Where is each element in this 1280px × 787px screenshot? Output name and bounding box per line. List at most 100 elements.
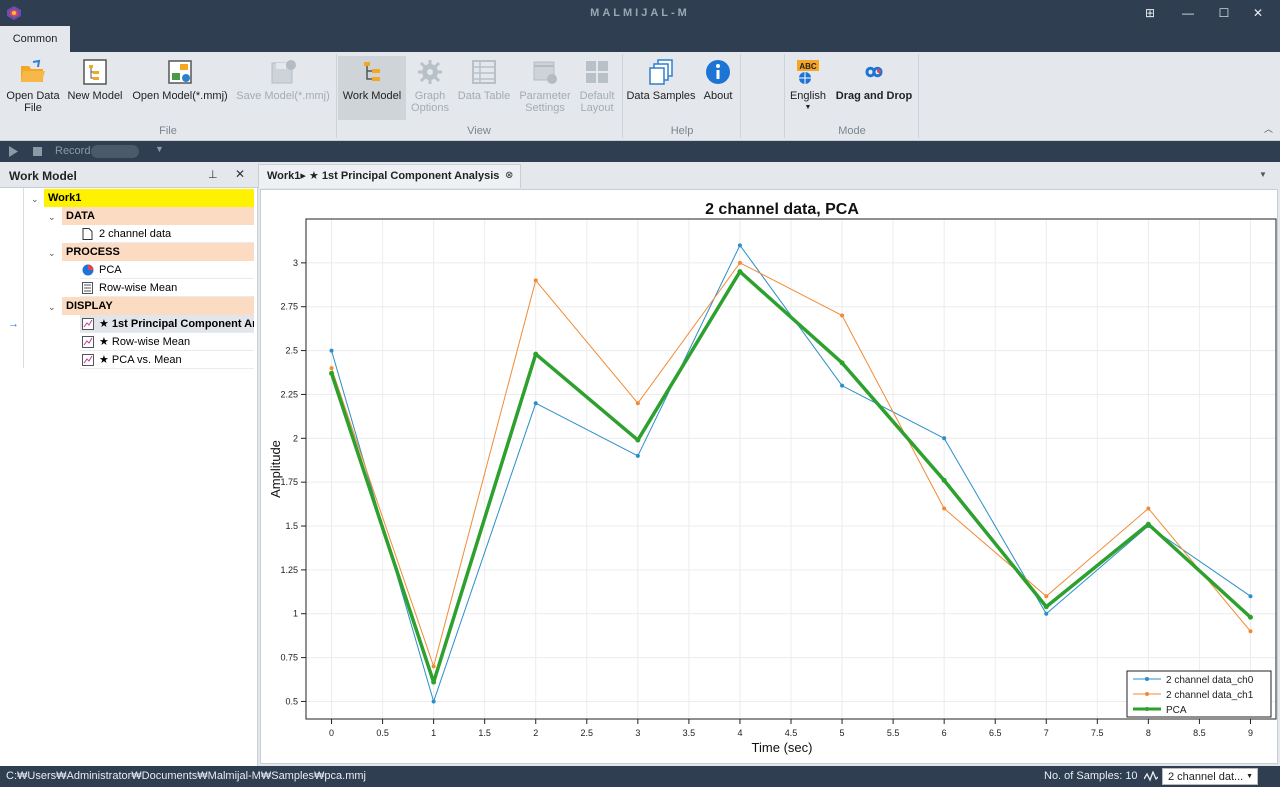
x-tick-label: 5.5 (887, 728, 900, 738)
parameter-settings-label-2: Settings (525, 102, 565, 114)
x-tick-label: 1 (431, 728, 436, 738)
tree-item-2-channel-data[interactable]: 2 channel data (80, 225, 254, 243)
work-model-button[interactable]: Work Model (338, 56, 406, 120)
tree-item-pca-vs-mean[interactable]: ★ PCA vs. Mean (80, 351, 254, 369)
x-tick-label: 5 (840, 728, 845, 738)
channel-select[interactable]: 2 channel dat... ▼ (1162, 768, 1258, 785)
ribbon-group-help: Help (670, 125, 694, 137)
tree-root-work1[interactable]: Work1 (44, 189, 254, 207)
default-layout-label-2: Layout (580, 102, 614, 114)
close-panel-icon[interactable]: ✕ (235, 167, 246, 181)
data-point (941, 477, 947, 483)
document-tab[interactable]: Work1▸ ★ 1st Principal Component Analysi… (258, 164, 521, 188)
tab-common[interactable]: Common (0, 26, 70, 52)
tick-layer: 0 0.5 1 1.5 2 2.5 3 3.5 4 4.5 5 5.5 6 6.5 7 7.5 8 8.5 9 0.5… (280, 258, 1253, 738)
tree-item-label: ★ Row-wise Mean (99, 336, 191, 348)
y-tick-label: 2.25 (280, 389, 298, 399)
tree-item-row-wise-mean[interactable]: Row-wise Mean (80, 279, 254, 297)
graph-options-label-2: Options (411, 102, 449, 114)
tree-item-label: PCA (99, 264, 122, 276)
x-axis-label: Time (sec) (752, 740, 813, 755)
title-bar: MALMIJAL-M ⊞ — ☐ ✕ (0, 0, 1280, 26)
tree-item-1st-principal-component-analysis[interactable]: ★ 1st Principal Component Analysis (80, 315, 254, 333)
parameter-settings-button[interactable]: Parameter Settings (516, 56, 574, 120)
y-tick-label: 0.75 (280, 653, 298, 663)
open-model-button[interactable]: Open Model(*.mmj) (130, 56, 230, 120)
collapse-chevron-icon[interactable]: ⌄ (31, 194, 39, 204)
pin-icon[interactable]: ⊥ (208, 169, 218, 181)
data-point (329, 348, 334, 353)
data-point (635, 453, 640, 458)
data-point (635, 401, 640, 406)
close-button[interactable]: ✕ (1252, 6, 1264, 20)
data-point (839, 360, 845, 366)
open-data-file-label: Open Data (6, 90, 60, 102)
data-point (942, 506, 947, 511)
data-samples-button[interactable]: Data Samples (626, 56, 696, 120)
chevron-down-icon: ▼ (804, 104, 812, 111)
stop-icon[interactable] (33, 147, 42, 156)
collapse-chevron-icon[interactable]: ⌄ (48, 212, 56, 222)
y-axis-label: Amplitude (268, 440, 283, 498)
collapse-ribbon-icon[interactable]: ︿ (1264, 124, 1274, 134)
series-line-2 (329, 269, 1252, 684)
y-tick-label: 2.5 (285, 346, 298, 356)
infinity-icon (865, 66, 883, 78)
close-tab-icon[interactable]: ⊗ (505, 170, 514, 181)
x-tick-label: 0.5 (376, 728, 389, 738)
data-point (1146, 506, 1151, 511)
tree-section-data[interactable]: DATA (62, 207, 254, 225)
data-point (1043, 604, 1049, 610)
data-point (737, 243, 742, 248)
record-toggle[interactable] (91, 145, 139, 158)
data-point (1145, 521, 1151, 527)
tree-section-process[interactable]: PROCESS (62, 243, 254, 261)
tree-item-row-wise-mean-display[interactable]: ★ Row-wise Mean (80, 333, 254, 351)
default-layout-button[interactable]: Default Layout (576, 56, 618, 120)
open-data-file-button[interactable]: Open Data File (4, 56, 62, 120)
y-tick-label: 1.75 (280, 477, 298, 487)
data-point (431, 679, 437, 685)
ribbon-separator (740, 54, 741, 138)
record-label: Record (55, 145, 91, 157)
collapse-chevron-icon[interactable]: ⌄ (48, 248, 56, 258)
tab-list-dropdown-icon[interactable]: ▼ (1259, 170, 1267, 179)
about-button[interactable]: About (700, 56, 736, 120)
data-point (1044, 611, 1049, 616)
x-tick-label: 4.5 (785, 728, 798, 738)
x-tick-label: 7 (1044, 728, 1049, 738)
record-toolbar: Record ▼ (0, 141, 1280, 162)
gear-icon (418, 60, 442, 84)
x-tick-label: 4 (737, 728, 742, 738)
data-samples-label: Data Samples (626, 90, 696, 102)
tree-item-pca[interactable]: PCA (80, 261, 254, 279)
y-tick-label: 1 (293, 609, 298, 619)
table-icon (472, 60, 496, 84)
record-dropdown-icon[interactable]: ▼ (155, 144, 164, 154)
data-table-button[interactable]: Data Table (456, 56, 512, 120)
legend-label: 2 channel data_ch0 (1166, 675, 1254, 686)
new-model-button[interactable]: New Model (66, 56, 124, 120)
save-model-button[interactable]: Save Model(*.mmj) (234, 56, 332, 120)
language-button[interactable]: ABC English ▼ (788, 56, 828, 120)
current-item-arrow-icon: → (8, 318, 19, 330)
stacked-pages-icon (649, 59, 673, 85)
collapse-chevron-icon[interactable]: ⌄ (48, 302, 56, 312)
panel-title: Work Model (9, 169, 77, 183)
data-point (737, 269, 743, 275)
minimize-button[interactable]: — (1182, 6, 1194, 20)
x-tick-label: 2.5 (581, 728, 594, 738)
drag-and-drop-button[interactable]: Drag and Drop (832, 56, 916, 120)
maximize-button[interactable]: ☐ (1218, 6, 1230, 20)
play-icon[interactable] (9, 146, 19, 157)
status-file-path: C:₩Users₩Administrator₩Documents₩Malmija… (6, 770, 366, 782)
data-point (737, 260, 742, 265)
graph-options-button[interactable]: Graph Options (408, 56, 452, 120)
status-sample-count: No. of Samples: 10 (1044, 770, 1138, 782)
restore-layout-icon[interactable]: ⊞ (1144, 6, 1156, 20)
tree-section-display[interactable]: DISPLAY (62, 297, 254, 315)
line-chart-icon (82, 354, 94, 366)
data-point (431, 664, 436, 669)
x-tick-label: 3 (635, 728, 640, 738)
